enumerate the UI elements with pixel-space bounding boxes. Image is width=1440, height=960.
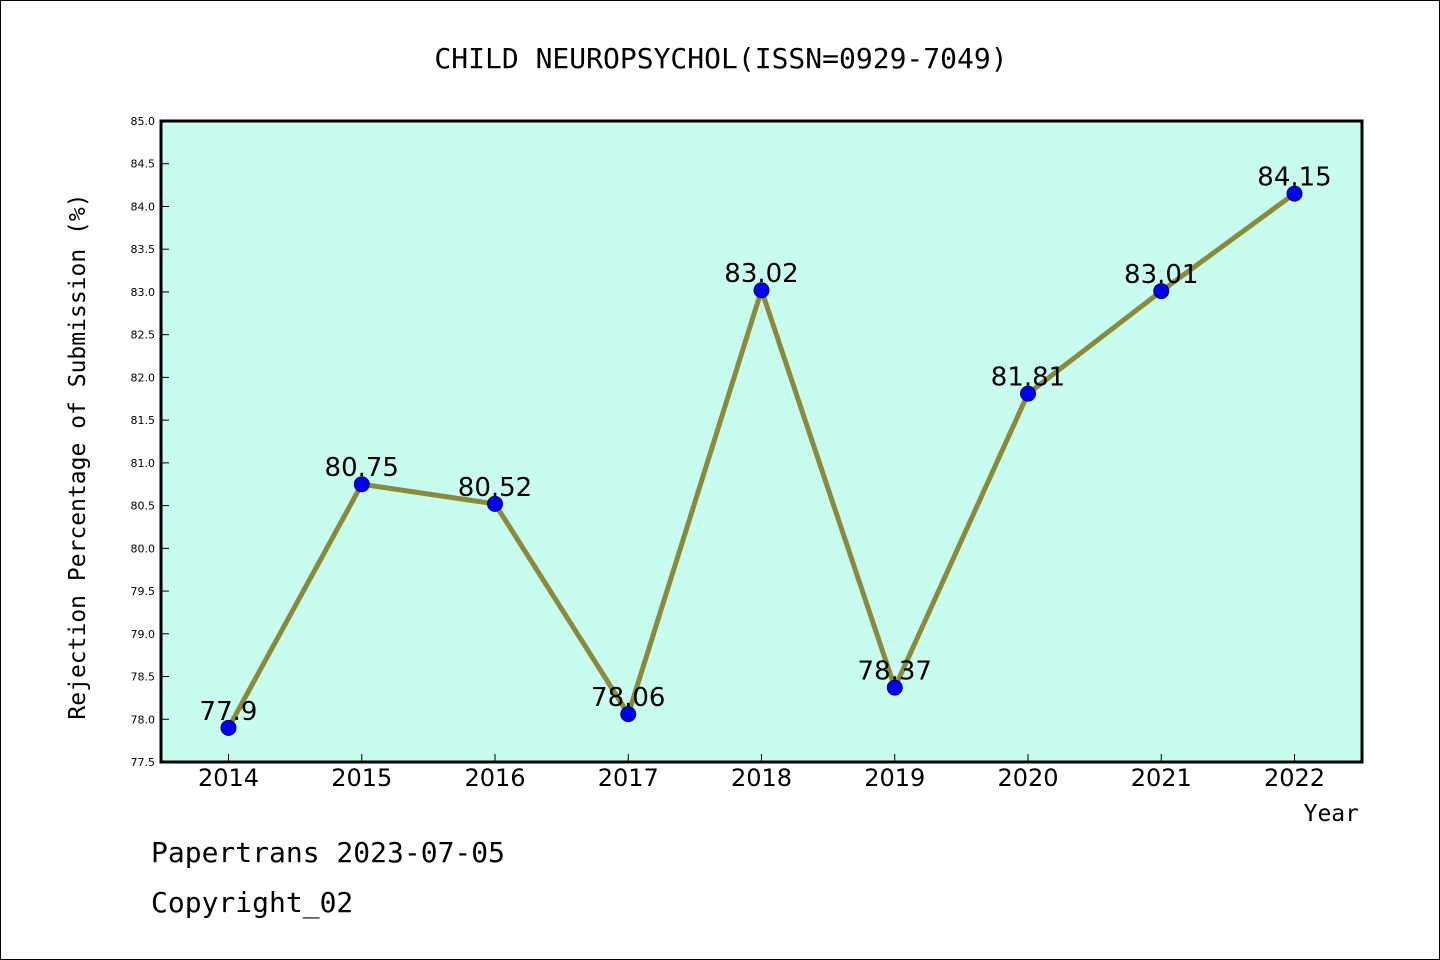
x-tick-label: 2020 [997,764,1058,792]
data-point [220,719,237,736]
y-tick-label: 79.5 [131,585,156,598]
y-tick-label: 83.5 [131,243,156,256]
data-label: 78.37 [858,657,932,687]
y-tick-label: 85.0 [131,115,156,128]
x-tick-label: 2016 [464,764,525,792]
x-tick-label: 2015 [331,764,392,792]
plot-border [159,119,1364,764]
footer-date: Papertrans 2023-07-05 [151,836,506,869]
y-axis-label: Rejection Percentage of Submission (%) [65,193,91,719]
data-point [1286,185,1303,202]
data-points [220,185,1303,736]
x-axis-label: Year [1304,801,1359,827]
data-label: 77.9 [200,697,258,727]
y-tick-label: 81.0 [131,457,156,470]
x-tick-label: 2014 [198,764,259,792]
y-tick-label: 80.0 [131,542,156,555]
y-tick-label: 82.5 [131,329,156,342]
data-point [1020,385,1036,402]
data-label: 80.52 [458,473,532,503]
data-label: 84.15 [1257,163,1331,193]
data-point [353,476,370,493]
plot-area [161,121,1362,762]
x-tick-label: 2022 [1264,764,1325,792]
y-tick-label: 79.0 [131,628,156,641]
y-tick-label: 78.0 [131,713,156,726]
x-tick-label: 2018 [731,764,792,792]
data-label: 81.81 [991,363,1065,393]
y-tick-label: 78.5 [131,671,156,684]
y-tick-label: 83.0 [131,286,156,299]
x-tick-label: 2017 [598,764,659,792]
x-tick-label: 2021 [1131,764,1192,792]
y-tick-label: 77.5 [131,756,156,769]
y-tick-label: 80.5 [131,500,156,513]
data-point [886,679,903,696]
x-tick-label: 2019 [864,764,925,792]
y-tick-label: 84.5 [131,158,156,171]
data-label: 83.02 [724,259,798,289]
x-axis: 2014 2015 2016 2017 2018 2019 2020 2021 2022 [198,754,1325,792]
data-label: 78.06 [591,683,665,713]
chart-title: CHILD NEUROPSYCHOL(ISSN=0929-7049) [434,42,1007,75]
y-axis: 77.5 78.0 78.5 79.0 79.5 80.0 80.5 81.0 81.5 82.0… [131,115,169,769]
data-label: 80.75 [325,453,399,483]
data-point [620,706,637,723]
data-labels: 77.9 80.75 80.52 78.06 83.02 78.37 81.81 83.01 8… [200,163,1332,727]
footer-copyright: Copyright_02 [151,886,354,919]
data-point [753,282,770,299]
data-point [1153,283,1170,300]
y-tick-label: 81.5 [131,414,156,427]
y-tick-label: 84.0 [131,200,156,213]
y-tick-label: 82.0 [131,371,156,384]
data-label: 83.01 [1124,260,1198,290]
data-point [487,495,503,512]
